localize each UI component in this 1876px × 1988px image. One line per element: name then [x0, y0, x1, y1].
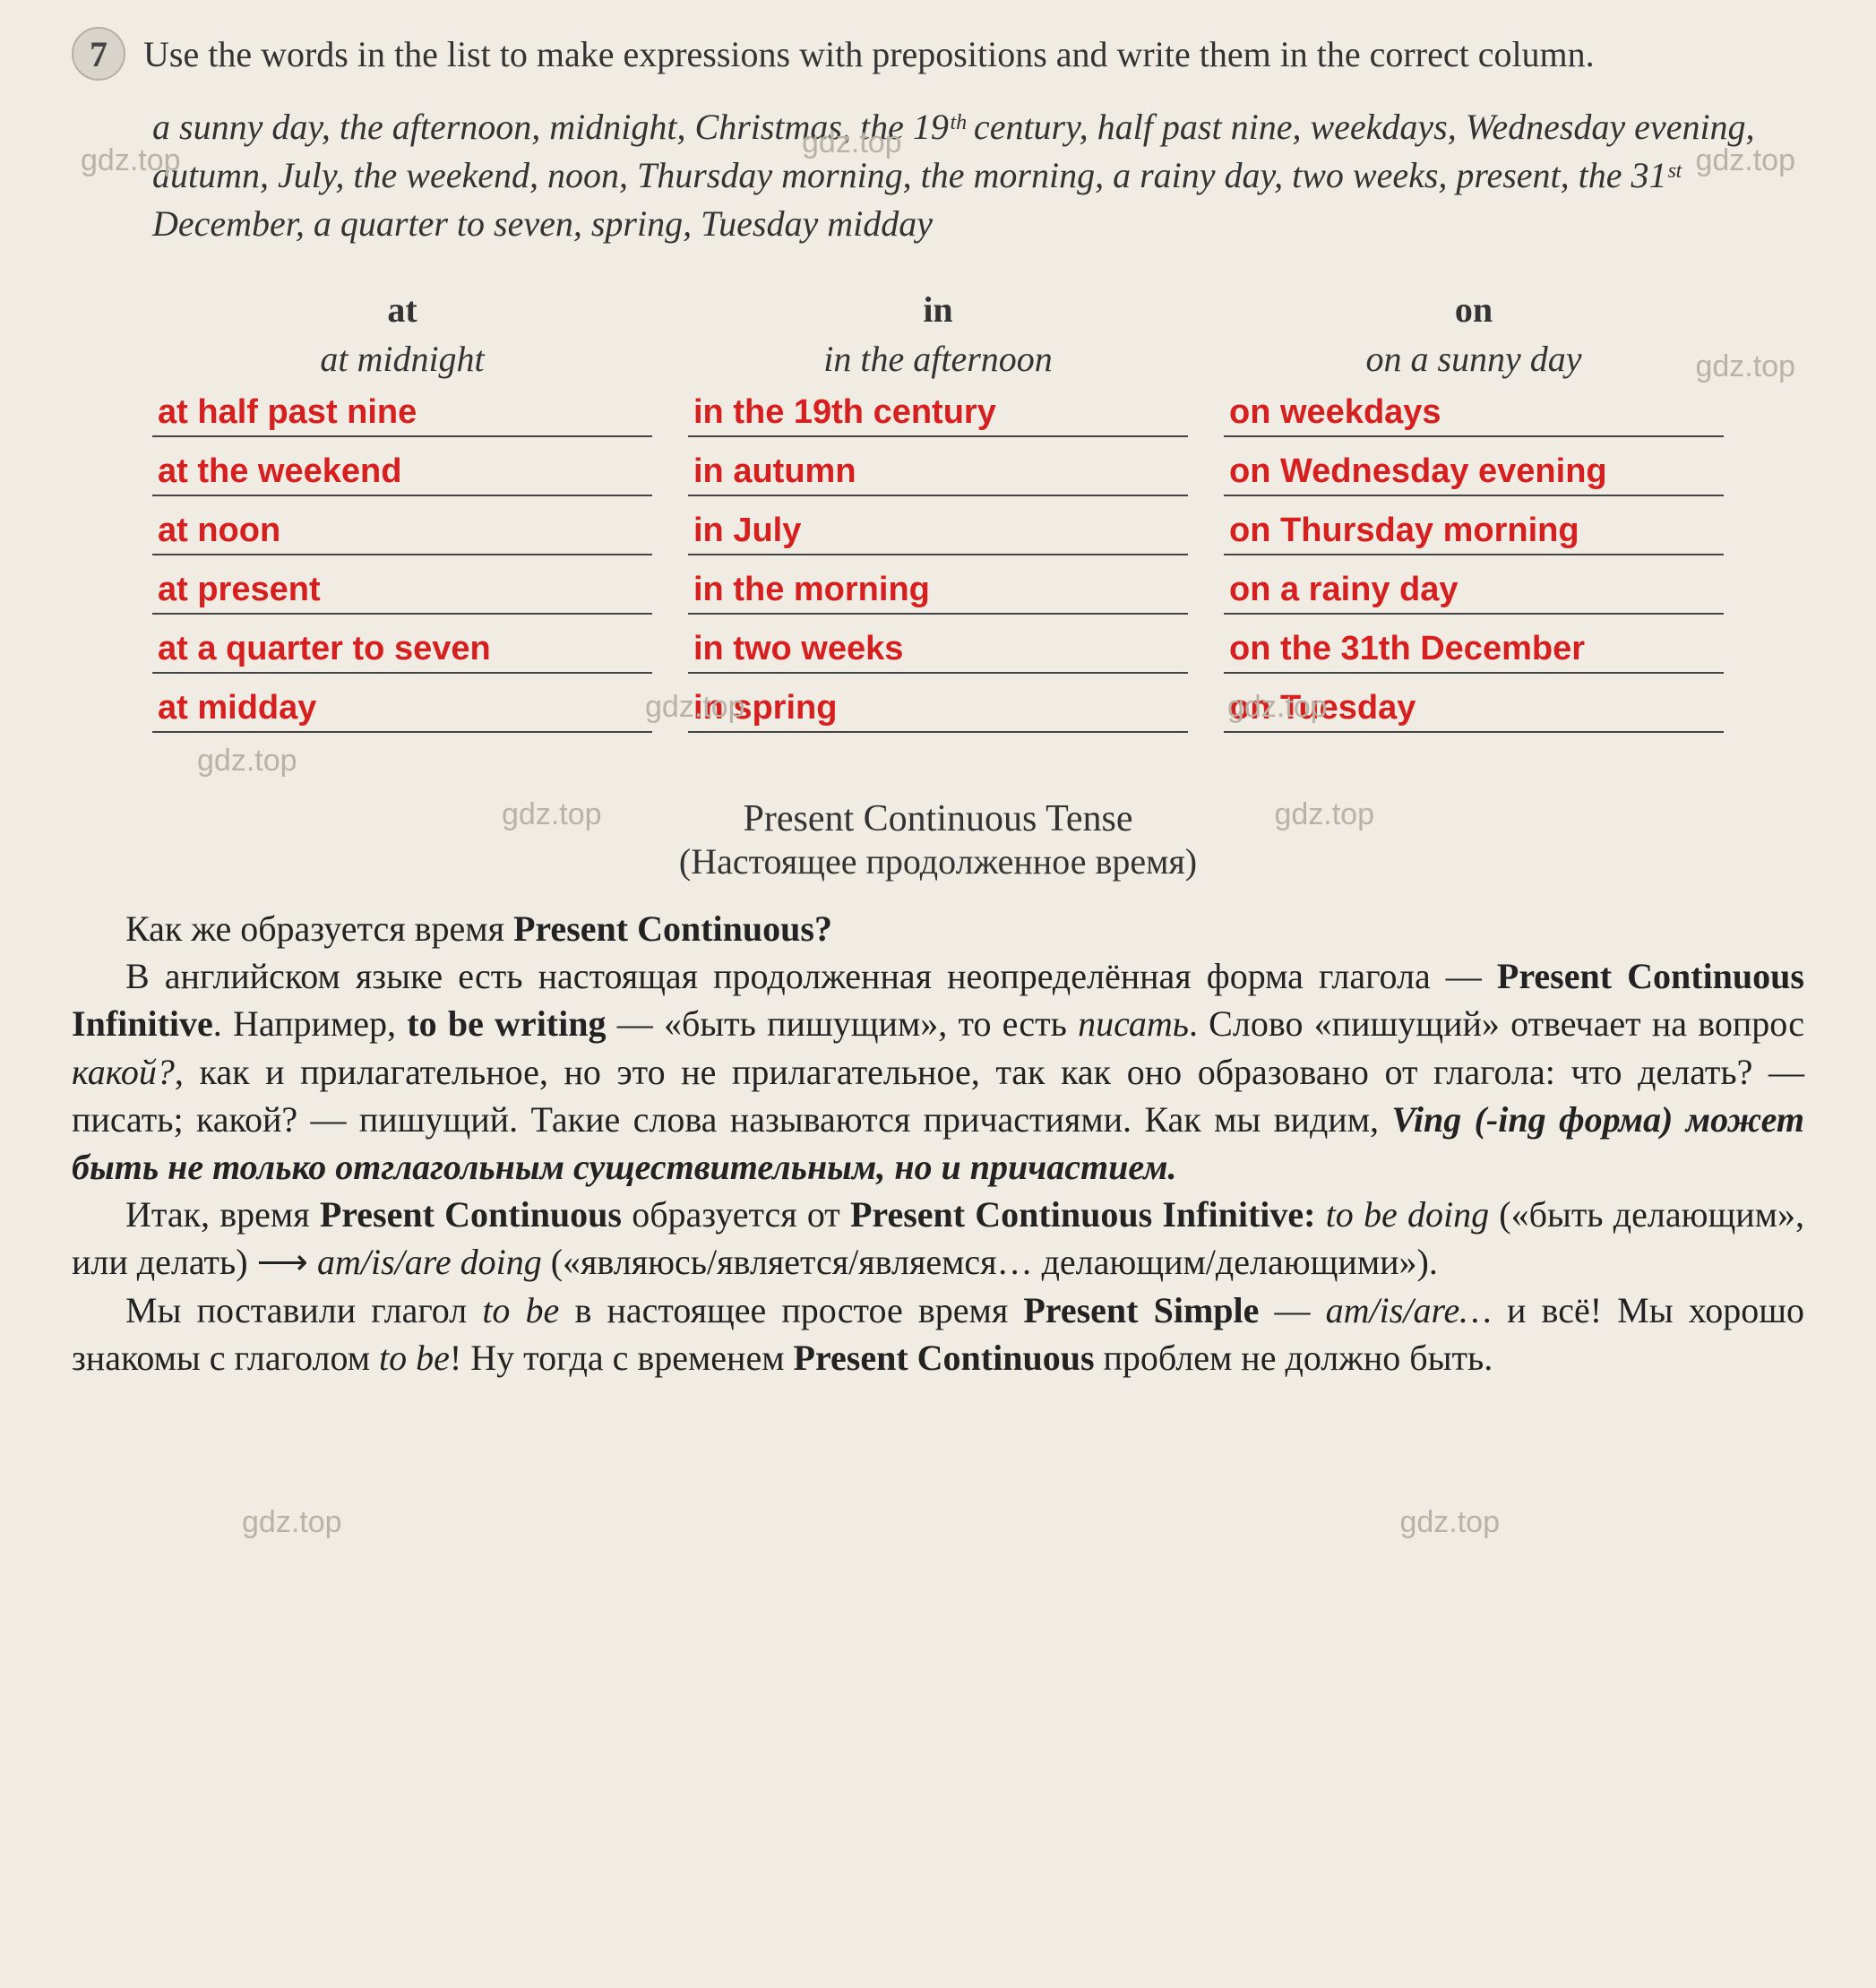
answer-line: on Tuesday	[1224, 684, 1724, 733]
text: ! Ну тогда с временем	[450, 1338, 794, 1378]
text-italic: to be	[379, 1338, 450, 1378]
answer-line: in July	[688, 507, 1188, 555]
answer-line: on the 31th December	[1224, 625, 1724, 674]
text-bold: Present Simple	[1023, 1290, 1259, 1330]
text-italic: am/is/are doing	[317, 1242, 542, 1282]
text-bold: Present Continuous	[320, 1194, 622, 1235]
answer-line: in the 19th century	[688, 389, 1188, 437]
paragraph-4: Мы поставили глагол to be в настоящее пр…	[72, 1287, 1804, 1381]
text: в настоящее простое время	[559, 1290, 1023, 1330]
section-subtitle: (Настоящее продолженное время)	[72, 840, 1804, 882]
watermark: gdz.top	[1274, 797, 1374, 832]
column-header: on	[1224, 288, 1724, 331]
text: Как же образуется время	[125, 908, 513, 949]
body-text: Как же образуется время Present Continuo…	[72, 905, 1804, 1381]
text: Мы поставили глагол	[125, 1290, 482, 1330]
answer-line: in spring	[688, 684, 1188, 733]
paragraph-2: В английском языке есть настоящая продол…	[72, 952, 1804, 1191]
text: Итак, время	[125, 1194, 320, 1235]
column-in: in in the afternoon in the 19th century …	[688, 288, 1188, 744]
column-on: on on a sunny day on weekdays on Wednesd…	[1224, 288, 1724, 744]
column-header: in	[688, 288, 1188, 331]
answer-line: on Thursday morning	[1224, 507, 1724, 555]
answer-line: at half past nine	[152, 389, 652, 437]
exercise-number-badge: 7	[72, 27, 125, 81]
answer-line: on Wednesday evening	[1224, 448, 1724, 496]
watermark: gdz.top	[242, 1505, 342, 1540]
text-bold: Present Continuous?	[513, 908, 832, 949]
section-title-text: Present Continuous Tense	[744, 798, 1133, 839]
text: («являюсь/является/являемся… делающим/де…	[542, 1242, 1438, 1282]
answer-line: at the weekend	[152, 448, 652, 496]
column-example: at midnight	[152, 338, 652, 380]
text: проблем не должно быть.	[1095, 1338, 1493, 1378]
text-italic: писать	[1078, 1003, 1189, 1044]
text-italic: to be doing	[1326, 1194, 1489, 1235]
word-list: a sunny day, the afternoon, midnight, Ch…	[152, 103, 1804, 248]
paragraph-3: Итак, время Present Continuous образуетс…	[72, 1191, 1804, 1286]
columns-container: at at midnight at half past nine at the …	[152, 288, 1724, 744]
text-bold: Present Continuous	[794, 1338, 1095, 1378]
section-title: gdz.top Present Continuous Tense gdz.top	[72, 797, 1804, 840]
text: —	[1259, 1290, 1325, 1330]
text: . Слово «пишущий» от­вечает на вопрос	[1189, 1003, 1804, 1044]
answer-line: in autumn	[688, 448, 1188, 496]
text: В английском языке есть настоящая продол…	[125, 956, 1497, 996]
page: 7 Use the words in the list to make expr…	[0, 0, 1876, 1988]
column-at: at at midnight at half past nine at the …	[152, 288, 652, 744]
answer-line: at a quarter to seven	[152, 625, 652, 674]
text-bold: Present Continuous Infinitive:	[850, 1194, 1326, 1235]
answer-line: at noon	[152, 507, 652, 555]
answer-line: on a rainy day	[1224, 566, 1724, 615]
exercise-instruction: Use the words in the list to make expres…	[143, 27, 1595, 78]
answer-line: in the morning	[688, 566, 1188, 615]
text: . Например,	[213, 1003, 407, 1044]
answer-line: in two weeks	[688, 625, 1188, 674]
text-italic: какой?	[72, 1052, 175, 1092]
text-italic: am/is/are…	[1326, 1290, 1492, 1330]
answer-line: at midday	[152, 684, 652, 733]
text: образуется от	[622, 1194, 850, 1235]
watermark: gdz.top	[197, 744, 297, 779]
text-italic: to be	[482, 1290, 559, 1330]
exercise-header: 7 Use the words in the list to make expr…	[72, 27, 1804, 81]
watermark: gdz.top	[502, 797, 602, 832]
watermark: gdz.top	[1399, 1505, 1500, 1540]
answer-line: on weekdays	[1224, 389, 1724, 437]
column-header: at	[152, 288, 652, 331]
column-example: in the afternoon	[688, 338, 1188, 380]
paragraph-1: Как же образуется время Present Continuo…	[72, 905, 1804, 952]
answer-line: at present	[152, 566, 652, 615]
text-bold: to be writing	[407, 1003, 606, 1044]
column-example: on a sunny day	[1224, 338, 1724, 380]
text: — «быть пишущим», то есть	[606, 1003, 1078, 1044]
